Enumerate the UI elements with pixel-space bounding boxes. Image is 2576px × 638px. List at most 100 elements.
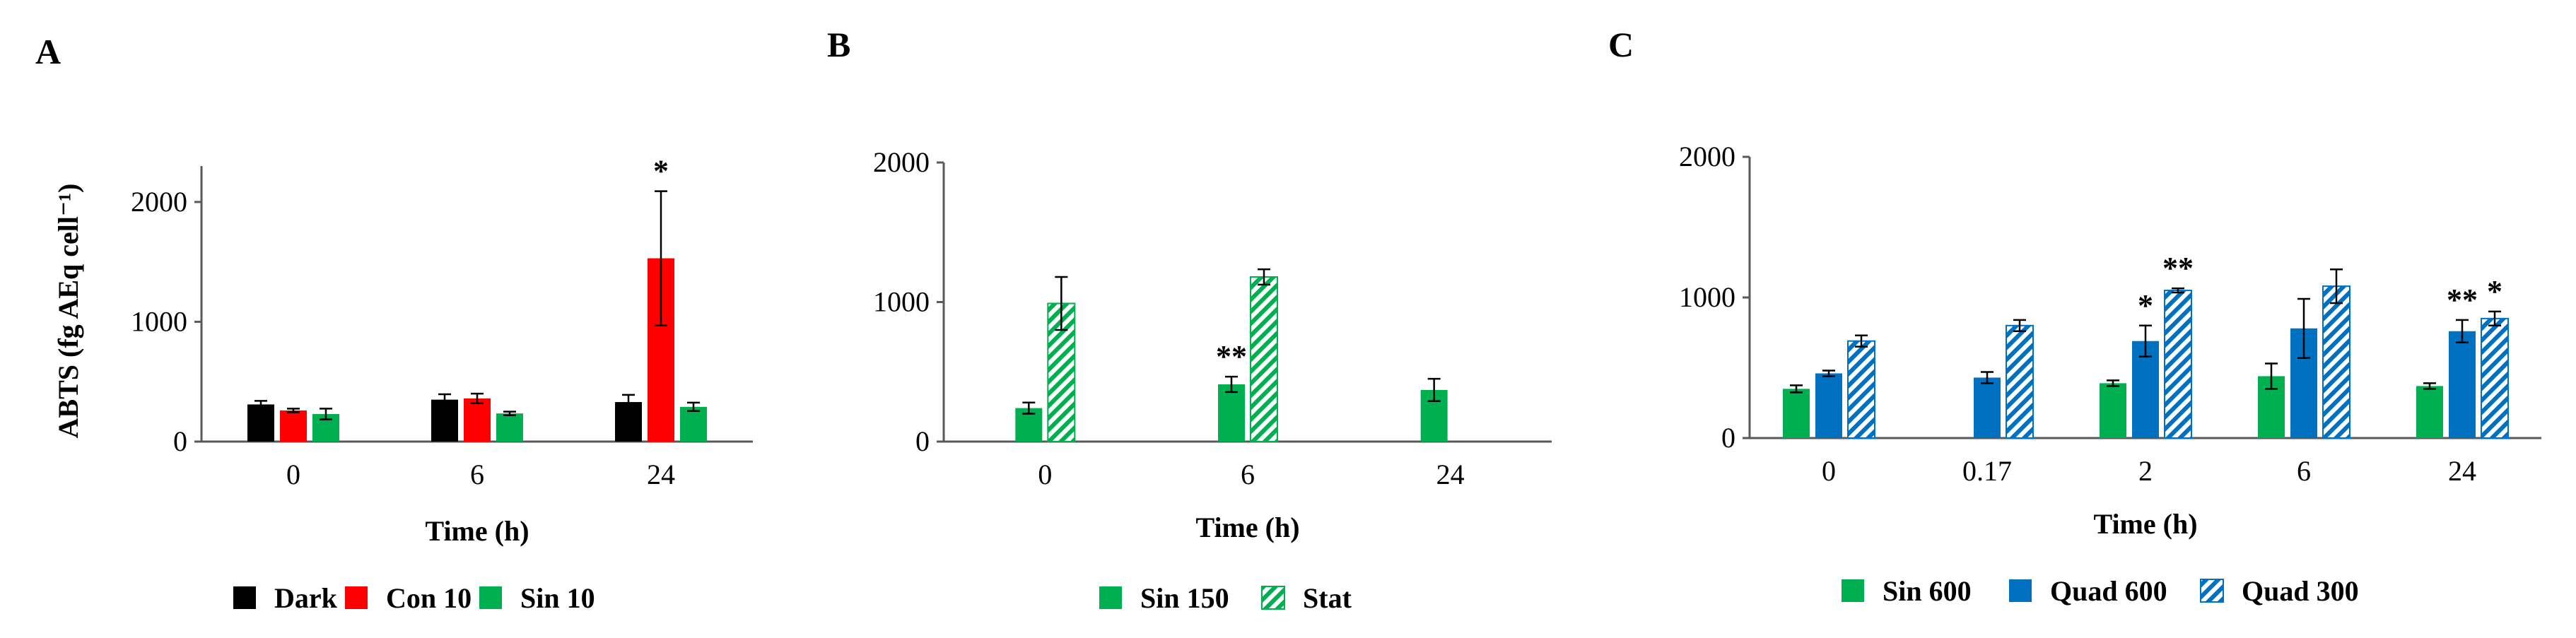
- x-axis-label: Time (h): [2093, 508, 2197, 540]
- bar-sin-10-24: [680, 406, 707, 442]
- significance-marker: **: [2447, 283, 2478, 317]
- error-bar-quad-300-0-17: [2013, 319, 2026, 333]
- bar-quad-300-2: [2164, 290, 2192, 439]
- significance-marker: **: [2162, 251, 2194, 285]
- error-bar-stat-6: [1258, 268, 1270, 286]
- x-tick-label: 0: [286, 459, 300, 490]
- error-bar-sin-150-0: [1022, 401, 1036, 415]
- error-bar-stat-0: [1055, 276, 1068, 331]
- error-bar-sin-10-6: [503, 410, 516, 416]
- error-bar-con-10-0: [287, 408, 300, 413]
- legend: Sin 600 Quad 600 Quad 300: [1842, 575, 2359, 607]
- error-bar-con-10-6: [471, 392, 484, 404]
- y-tick-label: 0: [915, 425, 930, 457]
- error-bar-quad-600-2: [2139, 324, 2152, 358]
- bar-sin-600-0: [1783, 389, 1810, 438]
- error-bar-dark-24: [622, 394, 635, 410]
- x-axis-label: Time (h): [1195, 512, 1299, 543]
- panel-label: B: [827, 25, 850, 64]
- y-tick-label: 2000: [131, 186, 187, 218]
- significance-marker: *: [2487, 274, 2502, 309]
- legend-swatch-sin-150: [1099, 586, 1122, 609]
- error-bar-quad-600-6: [2297, 297, 2310, 359]
- error-bar-sin-10-0: [320, 408, 332, 420]
- legend-label-stat: Stat: [1303, 582, 1352, 614]
- legend-label-sin-600: Sin 600: [1883, 575, 1972, 607]
- error-bar-quad-600-24: [2456, 319, 2469, 343]
- bar-dark-0: [247, 404, 274, 442]
- error-bar-dark-0: [254, 400, 267, 409]
- bar-sin-600-24: [2416, 386, 2443, 438]
- x-tick-label: 0.17: [1962, 455, 2012, 487]
- legend-label-dark: Dark: [274, 582, 338, 614]
- x-tick-label: 6: [2297, 455, 2311, 487]
- error-bar-sin-600-6: [2265, 362, 2278, 390]
- error-bar-quad-600-0: [1822, 370, 1835, 377]
- error-bar-sin-600-2: [2107, 379, 2119, 387]
- x-tick-label: 2: [2138, 455, 2153, 487]
- error-bar-quad-300-6: [2330, 268, 2343, 305]
- y-tick-label: 1000: [873, 286, 930, 318]
- x-tick-label: 6: [1241, 459, 1255, 490]
- bar-quad-600-24: [2449, 331, 2476, 438]
- significance-marker: *: [2138, 288, 2153, 323]
- error-bar-con-10-24: [655, 190, 667, 326]
- y-tick-label: 2000: [873, 146, 930, 178]
- significance-marker: *: [653, 154, 669, 189]
- bar-quad-600-0: [1815, 373, 1842, 438]
- bar-sin-150-6: [1218, 384, 1245, 442]
- panel-label: C: [1608, 25, 1634, 64]
- bar-quad-600-0-17: [1974, 377, 2001, 438]
- error-bar-dark-6: [438, 393, 451, 406]
- legend: Sin 150 Stat: [1099, 582, 1352, 614]
- panel-a: A 0 1000 2000 ABTS (fg AEq cell⁻¹) 0 6 24 * Time …: [35, 32, 753, 614]
- x-tick-label: 0: [1822, 455, 1836, 487]
- error-bar-sin-10-24: [687, 401, 700, 413]
- bar-quad-300-0: [1847, 340, 1875, 439]
- y-tick-label: 0: [1721, 422, 1735, 454]
- legend-swatch-con-10: [345, 586, 368, 609]
- legend-swatch-dark: [233, 586, 256, 609]
- bar-dark-6: [431, 399, 458, 442]
- x-axis-label: Time (h): [425, 515, 529, 547]
- legend-label-quad-300: Quad 300: [2242, 575, 2359, 607]
- bar-sin-10-6: [496, 413, 523, 442]
- y-tick-label: 2000: [1679, 141, 1735, 172]
- error-bar-quad-300-2: [2172, 287, 2184, 294]
- y-tick-label: 0: [173, 425, 187, 457]
- panel-b: B 0 1000 2000 0 6 ** 24 Time (h) Sin 150 Stat: [827, 25, 1552, 614]
- x-tick-label: 6: [470, 459, 484, 490]
- y-axis-label: ABTS (fg AEq cell⁻¹): [52, 184, 84, 439]
- significance-marker: **: [1216, 339, 1247, 374]
- error-bar-quad-300-24: [2488, 310, 2501, 327]
- legend-swatch-quad-300: [2200, 579, 2224, 603]
- legend-label-quad-600: Quad 600: [2050, 575, 2167, 607]
- bar-stat-6: [1250, 276, 1278, 443]
- bar-quad-300-0-17: [2006, 324, 2034, 439]
- x-tick-label: 0: [1038, 459, 1052, 490]
- y-tick-label: 1000: [1679, 281, 1735, 313]
- legend-swatch-sin-600: [1842, 579, 1864, 602]
- bar-quad-300-24: [2481, 317, 2509, 439]
- legend-label-sin-150: Sin 150: [1140, 582, 1229, 614]
- legend-swatch-quad-600: [2009, 579, 2032, 602]
- bar-stat-0: [1047, 302, 1076, 442]
- bar-con-10-6: [464, 398, 491, 442]
- bar-quad-300-6: [2322, 285, 2350, 439]
- x-tick-label: 24: [2448, 455, 2476, 487]
- bar-sin-600-2: [2100, 383, 2126, 438]
- legend-label-sin-10: Sin 10: [520, 582, 595, 614]
- bar-con-10-0: [280, 410, 307, 442]
- legend-swatch-stat: [1261, 586, 1285, 610]
- error-bar-quad-600-0-17: [1981, 371, 1994, 384]
- legend: Dark Con 10 Sin 10: [233, 582, 595, 614]
- x-tick-label: 24: [647, 459, 675, 490]
- legend-label-con-10: Con 10: [386, 582, 472, 614]
- x-tick-label: 24: [1436, 459, 1465, 490]
- legend-swatch-sin-10: [479, 586, 502, 609]
- y-tick-label: 1000: [131, 305, 187, 337]
- error-bar-sin-150-24: [1427, 377, 1441, 402]
- error-bar-sin-600-24: [2423, 382, 2436, 390]
